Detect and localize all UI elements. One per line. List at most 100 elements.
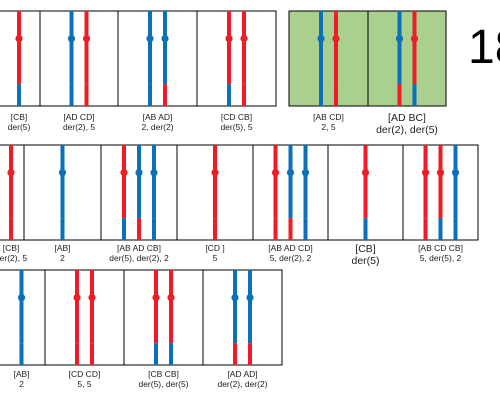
cell-label: [CD CD] 5, 5 [69,369,101,389]
cell-label: [AB AD] 2, der(2) [141,112,173,132]
karyotype-cell [196,10,277,107]
cell-label: [CB] der(5) [351,243,379,267]
cell-label-segments: [AD AD] [227,369,258,379]
karyotype-cell [0,10,41,107]
cell-label: [AB] 2 [54,243,70,263]
centromere-dot [225,34,233,43]
cell-label-segments: [AB AD] [142,112,173,122]
centromere-dot [73,293,81,302]
cell-label-segments: [CD CB] [220,112,253,122]
cell-frame [123,269,204,366]
cell-label-chromosomes: 2, der(2) [141,122,174,132]
cell-label-chromosomes: der(5), der(5) [138,379,189,389]
centromere-dot [17,293,26,302]
centromere-dot [67,34,76,43]
centromere-dot [161,34,169,43]
cell-label-chromosomes: der(2), der(5) [376,124,438,136]
cell-label-segments: [AD BC] [388,112,426,124]
karyotype-cell [0,269,46,366]
karyotype-cell [0,144,25,241]
centromere-dot [436,168,445,177]
cell-label: [CD CB] der(5), 5 [220,112,252,132]
cell-label-chromosomes: der(2), 5 [0,253,28,263]
centromere-dot [135,168,143,177]
cell-label-segments: [AD CD] [63,112,95,122]
karyotype-cell [176,144,254,241]
centromere-dot [88,293,96,302]
cell-label: [AB AD CB] der(5), der(2), 2 [109,243,169,263]
cell-label-chromosomes: 5, der(2), 2 [269,253,312,263]
cell-frame [117,10,198,107]
cell-label-chromosomes: der(2), der(2) [217,379,268,389]
cell-label-segments: [AB AD CB] [117,243,161,253]
cell-frame [202,269,283,366]
centromere-dot [211,168,219,177]
cell-label-chromosomes: der(5), der(2), 2 [109,253,169,263]
centromere-dot [332,34,340,43]
karyotype-cell [288,10,369,107]
cell-label-chromosomes: 5, 5 [77,379,92,389]
cell-label: [CB CB] der(5), der(5) [138,369,188,389]
centromere-dot [58,168,67,177]
centromere-dot [286,168,295,177]
karyotype-cell [402,144,479,241]
karyotype-cell [252,144,329,241]
highlighted-cell-frame [367,10,447,107]
cell-label-segments: [CB] [355,243,376,255]
cell-label-chromosomes: der(5) [7,122,31,132]
cell-label-chromosomes: 2 [60,253,65,263]
cell-label-segments: [AB CD] [313,112,344,122]
centromere-dot [146,34,154,43]
centromere-dot [240,34,248,43]
centromere-dot [15,34,23,43]
centromere-dot [231,293,239,302]
centromere-dot [150,168,158,177]
cell-label: [CB] der(5) [8,112,31,132]
centromere-dot [301,168,310,177]
karyotype-cell [44,269,125,366]
cell-label: [AD AD] der(2), der(2) [217,369,267,389]
cell-label-chromosomes: 5, der(5), 2 [419,253,462,263]
centromere-dot [421,168,430,177]
karyotype-cell [327,144,404,241]
cell-label-segments: [CD CD] [68,369,101,379]
cell-label-segments: [CB] [10,112,28,122]
cell-label: [AD CD] der(2), 5 [63,112,95,132]
karyotype-cell [100,144,178,241]
highlighted-cell-frame [288,10,369,107]
cell-label-segments: [CB] [2,243,20,253]
centromere-dot [167,293,175,302]
cell-frame [44,269,125,366]
cell-label-chromosomes: 5 [212,253,218,263]
cell-label: [CB]der(2), 5 [0,243,27,263]
cell-label-segments: [AB] [13,369,30,379]
cell-label-chromosomes: der(2), 5 [62,122,96,132]
karyotype-cell [367,10,447,107]
cell-label-chromosomes: der(5) [351,255,380,267]
centromere-dot [246,293,254,302]
cell-label-chromosomes: 2 [19,379,24,389]
cell-label: [AB CD] 2, 5 [313,112,344,132]
karyotype-cell [123,269,204,366]
karyotype-cell [117,10,198,107]
centromere-dot [451,168,460,177]
cell-frame [196,10,277,107]
cell-label: [AB] 2 [13,369,29,389]
cell-label-chromosomes: 2, 5 [321,122,336,132]
cell-label-segments: [CD ] [205,243,225,253]
cell-label-segments: [AB] [54,243,71,253]
panel-number: 18 [468,21,500,74]
cell-label-chromosomes: der(5), 5 [220,122,253,132]
centromere-dot [410,34,419,43]
cell-frame [39,10,119,107]
centromere-dot [395,34,404,43]
cell-label: [AB AD CD] 5, der(2), 2 [268,243,312,263]
cell-label: [AD BC] der(2), der(5) [376,112,438,136]
centromere-dot [152,293,160,302]
karyotype-cell [23,144,102,241]
centromere-dot [361,168,370,177]
cell-label: [CD ] 5 [205,243,224,263]
centromere-dot [271,168,280,177]
karyotype-cell [202,269,283,366]
